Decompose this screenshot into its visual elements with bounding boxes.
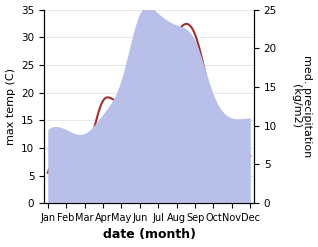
Y-axis label: med. precipitation
(kg/m2): med. precipitation (kg/m2) xyxy=(291,55,313,158)
Y-axis label: max temp (C): max temp (C) xyxy=(5,68,16,145)
X-axis label: date (month): date (month) xyxy=(102,228,196,242)
